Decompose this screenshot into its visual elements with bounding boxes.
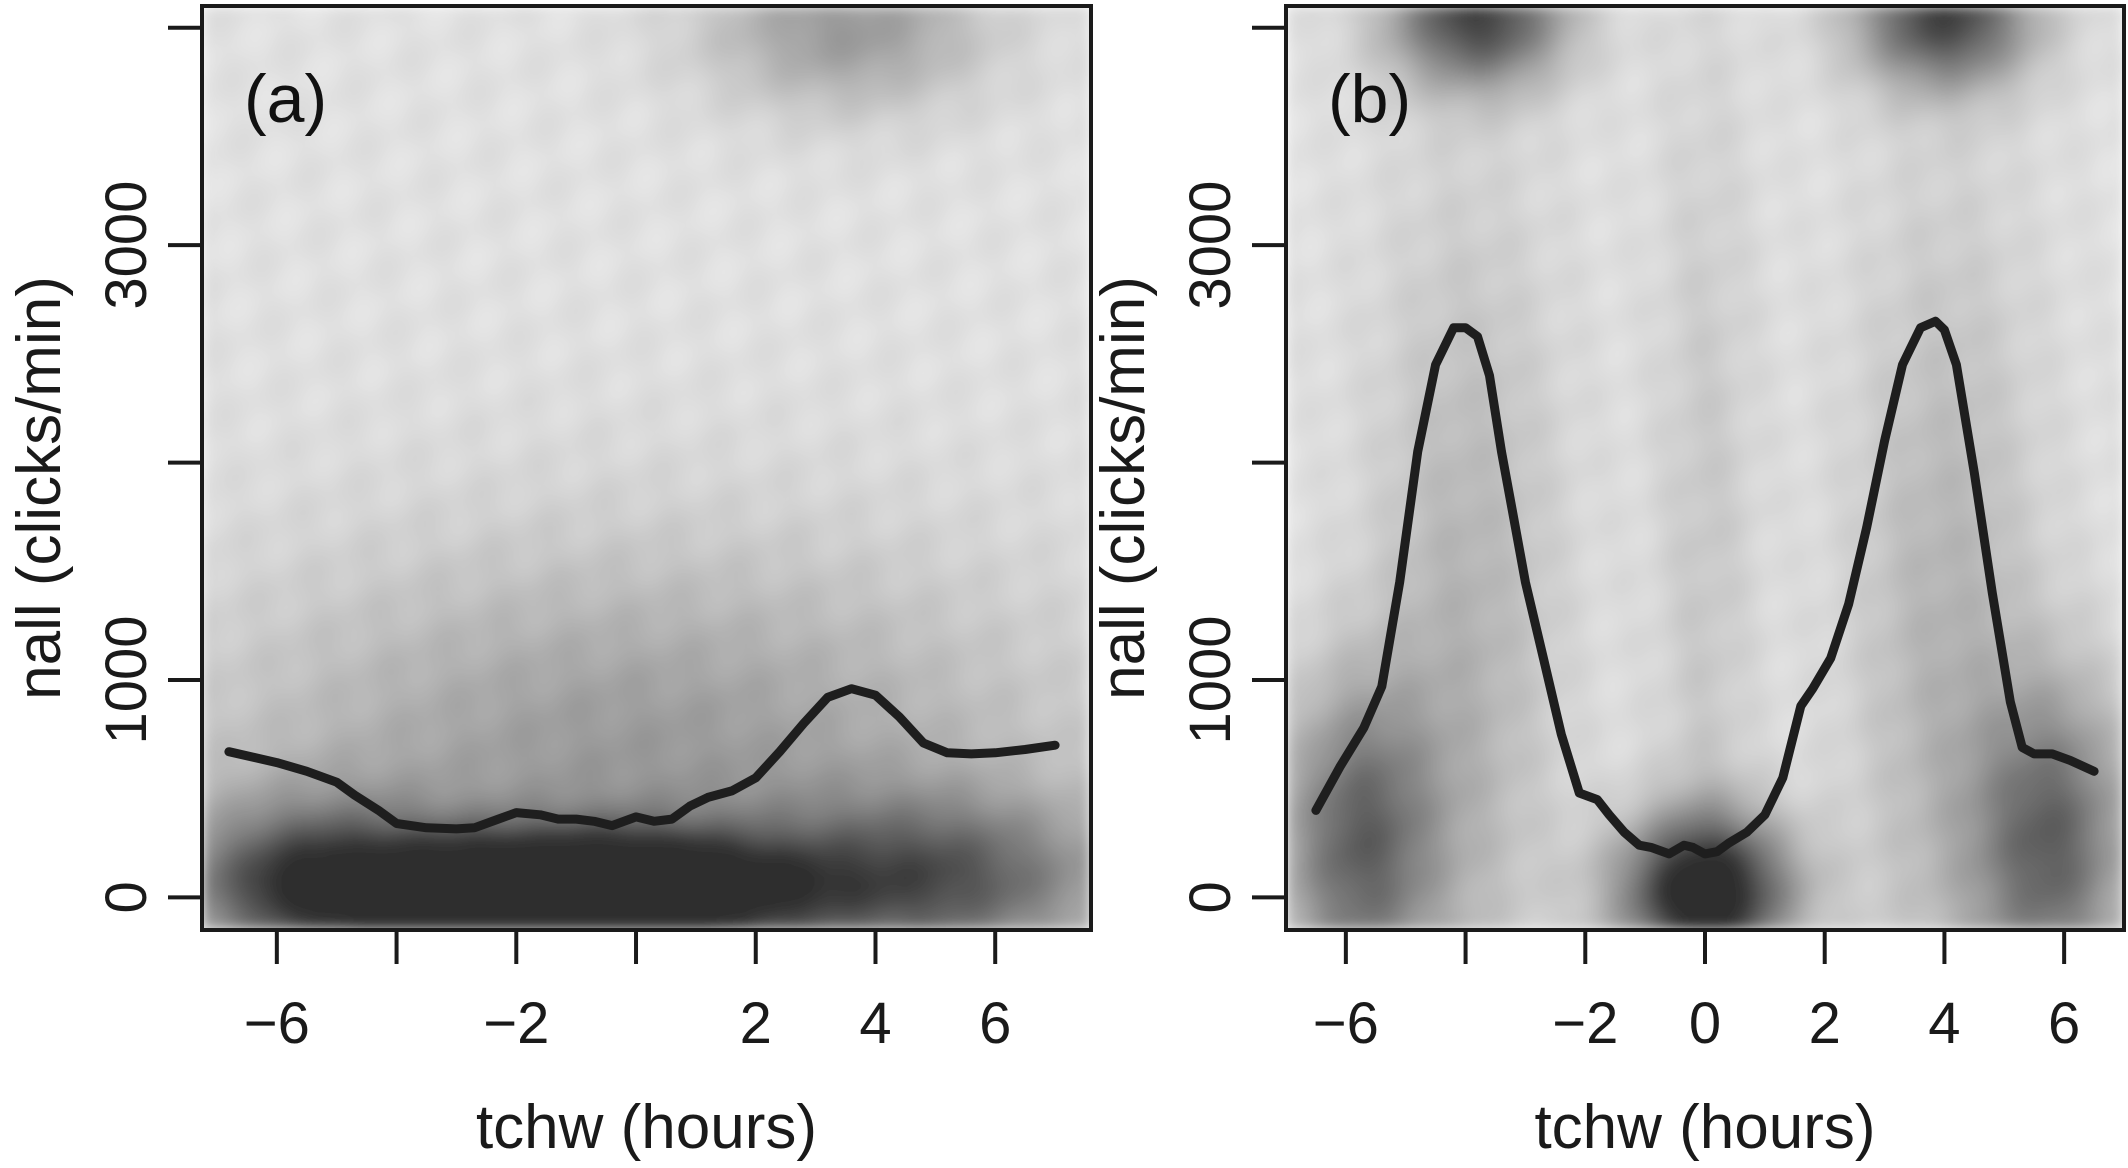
x-tick-label: 6 <box>979 991 1011 1056</box>
x-axis-title: tchw (hours) <box>476 1093 817 1162</box>
density-heatmap <box>1286 6 2124 930</box>
x-tick-label: 4 <box>1928 991 1960 1056</box>
x-tick-label: 2 <box>1809 991 1841 1056</box>
x-tick-label: 0 <box>1689 991 1721 1056</box>
trend-line <box>224 684 1060 834</box>
x-tick-label: −2 <box>1552 991 1618 1056</box>
x-tick-label: 2 <box>740 991 772 1056</box>
x-tick-label: 6 <box>2048 991 2080 1056</box>
panel-label: (a) <box>244 61 327 137</box>
y-tick-label: 3000 <box>1178 181 1243 310</box>
y-axis-title: nall (clicks/min) <box>1089 276 1158 700</box>
y-tick-label: 3000 <box>94 181 159 310</box>
y-tick-label: 1000 <box>1178 615 1243 744</box>
y-tick-label: 1000 <box>94 615 159 744</box>
plot-frame <box>200 4 1093 932</box>
x-axis-title: tchw (hours) <box>1534 1093 1875 1162</box>
y-axis-title: nall (clicks/min) <box>5 276 74 700</box>
panel-a: −6 −2 2 4 6 0 1000 3000 tchw (hours) nall (clicks… <box>5 4 1093 1162</box>
y-tick-label: 0 <box>1178 881 1243 913</box>
density-heatmap <box>202 6 1091 930</box>
x-tick-label: 4 <box>859 991 891 1056</box>
x-tick-label: −6 <box>1313 991 1379 1056</box>
x-tick-label: −6 <box>244 991 310 1056</box>
y-tick-label: 0 <box>94 881 159 913</box>
panel-label: (b) <box>1328 61 1411 137</box>
x-tick-label: −2 <box>483 991 549 1056</box>
trend-line <box>1311 316 2099 859</box>
panel-b: −6 −2 0 2 4 6 0 1000 3000 tchw (hours) nall (click… <box>1089 4 2126 1162</box>
